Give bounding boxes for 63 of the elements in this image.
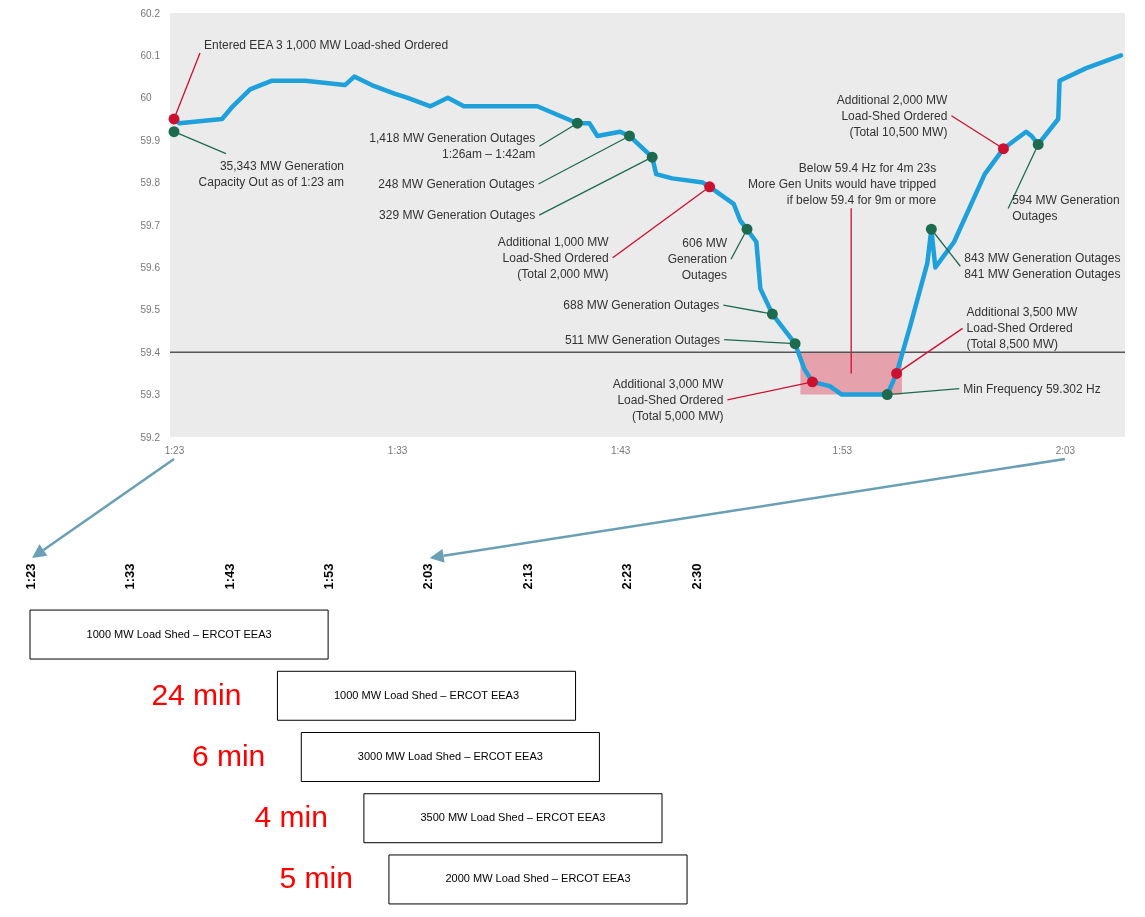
y-tick-label: 60 <box>140 92 153 104</box>
annotation: 1,418 MW Generation Outages 1:26am – 1:42am <box>369 131 536 162</box>
point <box>789 338 801 350</box>
x-tick-label: 1:23 <box>164 444 185 456</box>
annotation: Entered EEA 3 1,000 MW Load-shed Ordered <box>204 38 449 52</box>
point <box>881 389 893 401</box>
annotation: Additional 2,000 MW Load-Shed Ordered (Total 10,500 MW) <box>836 92 949 139</box>
bar <box>388 854 688 905</box>
point <box>925 223 937 235</box>
bar <box>300 732 600 782</box>
x-tick-label: 1:23 <box>22 563 38 590</box>
bar <box>276 670 577 721</box>
x-tick-label: 2:23 <box>618 563 634 590</box>
x-tick-label: 1:43 <box>610 444 631 456</box>
band-label: Below 59.4 Hz for 4m 23s More Gen Units would have tripped if below 59.4 for 9m or more <box>748 161 937 208</box>
y-tick-label: 59.6 <box>140 261 161 273</box>
annotation: 35,343 MW Generation Capacity Out as of 1:23 am <box>198 158 345 189</box>
annotation: 511 MW Generation Outages <box>564 332 721 347</box>
annotation: 248 MW Generation Outages <box>378 176 535 191</box>
annotation: 594 MW Generation Outages <box>1012 193 1120 224</box>
y-tick-label: 1000 MW Load Shed – ERCOT EEA3 <box>333 688 520 701</box>
annotation: 606 MW Generation Outages <box>667 236 728 283</box>
point <box>623 130 635 142</box>
point <box>997 143 1009 155</box>
annotation: Additional 3,000 MW Load-Shed Ordered (Total 5,000 MW) <box>612 376 725 423</box>
y-tick-label: 60.2 <box>140 7 161 19</box>
x-tick-label: 1:33 <box>122 563 138 590</box>
bar <box>29 609 329 660</box>
y-tick-label: 59.8 <box>140 177 161 189</box>
x-tick-label: 1:53 <box>320 563 336 590</box>
y-tick-label: 59.4 <box>140 346 161 358</box>
y-tick-label: 1000 MW Load Shed – ERCOT EEA3 <box>86 627 272 640</box>
y-tick-label: 59.5 <box>140 304 161 316</box>
point <box>704 181 716 193</box>
annotation: 4 min <box>254 800 328 834</box>
annotation: 24 min <box>151 677 242 711</box>
annotation: 688 MW Generation Outages <box>563 298 720 313</box>
y-tick-label: 59.7 <box>140 219 161 231</box>
point <box>571 117 583 129</box>
y-tick-label: 3000 MW Load Shed – ERCOT EEA3 <box>357 750 543 762</box>
annotation: Additional 1,000 MW Load-Shed Ordered (Total 2,000 MW) <box>497 234 610 281</box>
x-tick-label: 1:43 <box>221 563 237 590</box>
x-tick-label: 2:03 <box>420 563 436 590</box>
y-tick-label: 59.9 <box>140 134 161 146</box>
point <box>1032 138 1044 150</box>
x-tick-label: 1:33 <box>387 444 408 456</box>
y-tick-label: 2000 MW Load Shed – ERCOT EEA3 <box>445 872 631 885</box>
annotation: Min Frequency 59.302 Hz <box>963 381 1101 396</box>
x-tick-label: 2:13 <box>519 563 535 590</box>
bar <box>363 793 663 844</box>
annotation: 329 MW Generation Outages <box>379 208 536 223</box>
y-tick-label: 60.1 <box>140 49 161 61</box>
x-tick-label: 2:03 <box>1055 444 1076 456</box>
y-tick-label: 59.3 <box>140 389 161 401</box>
annotation: 5 min <box>279 861 353 895</box>
x-tick-label: 2:30 <box>688 563 704 590</box>
y-tick-label: 3500 MW Load Shed – ERCOT EEA3 <box>420 811 606 824</box>
annotation: 6 min <box>191 739 266 772</box>
annotation: Additional 3,500 MW Load-Shed Ordered (Total 8,500 MW) <box>966 305 1078 352</box>
point <box>891 367 903 379</box>
x-tick-label: 1:53 <box>832 444 853 456</box>
y-tick-label: 59.2 <box>140 431 161 443</box>
annotation: 843 MW Generation Outages 841 MW Generation Outages <box>964 251 1121 282</box>
